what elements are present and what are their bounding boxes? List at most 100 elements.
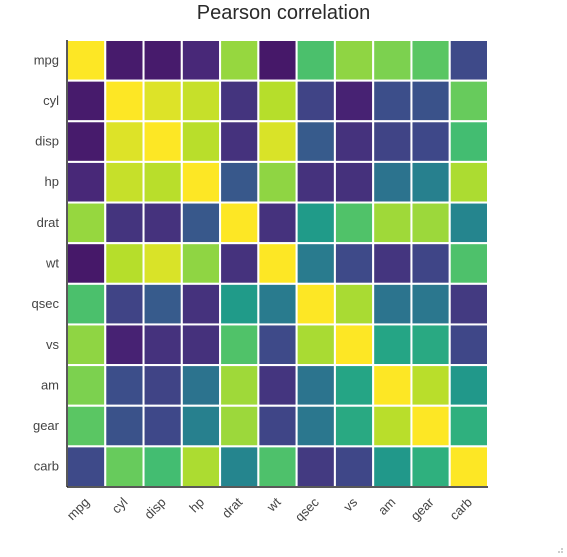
- heatmap-cell-gear-hp[interactable]: [180, 404, 222, 448]
- heatmap-cell-drat-wt[interactable]: [257, 201, 298, 245]
- heatmap-cell-mpg-qsec[interactable]: [295, 39, 336, 82]
- heatmap-cell-am-disp[interactable]: [142, 364, 183, 407]
- heatmap-cell-cyl-hp[interactable]: [180, 79, 222, 123]
- heatmap-cell-vs-qsec[interactable]: [295, 323, 336, 367]
- heatmap-cell-gear-am[interactable]: [372, 404, 413, 448]
- heatmap-cell-vs-mpg[interactable]: [66, 323, 107, 367]
- heatmap-cell-disp-gear[interactable]: [410, 120, 451, 163]
- heatmap-cell-drat-qsec[interactable]: [295, 201, 336, 245]
- heatmap-cell-am-vs[interactable]: [333, 364, 375, 407]
- heatmap-cell-drat-disp[interactable]: [142, 201, 183, 245]
- heatmap-cell-vs-vs[interactable]: [333, 323, 375, 367]
- heatmap-cell-vs-hp[interactable]: [180, 323, 222, 367]
- heatmap-cell-drat-carb[interactable]: [448, 201, 489, 245]
- heatmap-cell-cyl-qsec[interactable]: [295, 79, 336, 123]
- heatmap-cell-qsec-vs[interactable]: [333, 282, 375, 326]
- heatmap-cell-drat-gear[interactable]: [410, 201, 451, 245]
- heatmap-cell-disp-am[interactable]: [372, 120, 413, 163]
- heatmap-cell-disp-vs[interactable]: [333, 120, 375, 163]
- heatmap-cell-cyl-gear[interactable]: [410, 79, 451, 123]
- heatmap-cell-cyl-cyl[interactable]: [104, 79, 145, 123]
- heatmap-cell-wt-mpg[interactable]: [66, 242, 107, 285]
- heatmap-cell-am-drat[interactable]: [219, 364, 260, 407]
- heatmap-cell-drat-hp[interactable]: [180, 201, 222, 245]
- heatmap-cell-wt-carb[interactable]: [448, 242, 489, 285]
- heatmap-cell-mpg-cyl[interactable]: [104, 39, 145, 82]
- heatmap-cell-cyl-am[interactable]: [372, 79, 413, 123]
- heatmap-cell-qsec-disp[interactable]: [142, 282, 183, 326]
- heatmap-cell-am-mpg[interactable]: [66, 364, 107, 407]
- heatmap-cell-gear-vs[interactable]: [333, 404, 375, 448]
- heatmap-cell-vs-am[interactable]: [372, 323, 413, 367]
- heatmap-cell-mpg-disp[interactable]: [142, 39, 183, 82]
- heatmap-cell-qsec-cyl[interactable]: [104, 282, 145, 326]
- heatmap-cell-qsec-carb[interactable]: [448, 282, 489, 326]
- heatmap-cell-disp-qsec[interactable]: [295, 120, 336, 163]
- heatmap-cell-carb-gear[interactable]: [410, 445, 451, 489]
- heatmap-cell-hp-disp[interactable]: [142, 160, 183, 204]
- heatmap-cell-disp-cyl[interactable]: [104, 120, 145, 163]
- heatmap-cell-drat-am[interactable]: [372, 201, 413, 245]
- heatmap-cell-disp-hp[interactable]: [180, 120, 222, 163]
- heatmap-cell-hp-cyl[interactable]: [104, 160, 145, 204]
- heatmap-cell-vs-cyl[interactable]: [104, 323, 145, 367]
- heatmap-cell-cyl-mpg[interactable]: [66, 79, 107, 123]
- heatmap-cell-carb-wt[interactable]: [257, 445, 298, 489]
- heatmap-cell-carb-drat[interactable]: [219, 445, 260, 489]
- heatmap-cell-vs-gear[interactable]: [410, 323, 451, 367]
- heatmap-cell-mpg-carb[interactable]: [448, 39, 489, 82]
- heatmap-cell-vs-drat[interactable]: [219, 323, 260, 367]
- heatmap-cell-vs-wt[interactable]: [257, 323, 298, 367]
- heatmap-cell-hp-hp[interactable]: [180, 160, 222, 204]
- heatmap-cell-wt-qsec[interactable]: [295, 242, 336, 285]
- heatmap-cell-hp-qsec[interactable]: [295, 160, 336, 204]
- heatmap-cell-disp-wt[interactable]: [257, 120, 298, 163]
- heatmap-cell-am-carb[interactable]: [448, 364, 489, 407]
- heatmap-cell-drat-cyl[interactable]: [104, 201, 145, 245]
- heatmap-cell-gear-mpg[interactable]: [66, 404, 107, 448]
- heatmap-cell-gear-disp[interactable]: [142, 404, 183, 448]
- heatmap-cell-mpg-hp[interactable]: [180, 39, 222, 82]
- heatmap-cell-am-gear[interactable]: [410, 364, 451, 407]
- heatmap-cell-gear-wt[interactable]: [257, 404, 298, 448]
- heatmap-cell-cyl-carb[interactable]: [448, 79, 489, 123]
- heatmap-cell-am-wt[interactable]: [257, 364, 298, 407]
- heatmap-cell-hp-vs[interactable]: [333, 160, 375, 204]
- heatmap-cell-qsec-am[interactable]: [372, 282, 413, 326]
- heatmap-cell-wt-wt[interactable]: [257, 242, 298, 285]
- heatmap-cell-vs-disp[interactable]: [142, 323, 183, 367]
- heatmap-cell-carb-hp[interactable]: [180, 445, 222, 489]
- heatmap-cell-mpg-wt[interactable]: [257, 39, 298, 82]
- heatmap-cell-disp-carb[interactable]: [448, 120, 489, 163]
- heatmap-cell-gear-gear[interactable]: [410, 404, 451, 448]
- heatmap-cell-disp-disp[interactable]: [142, 120, 183, 163]
- heatmap-cell-hp-gear[interactable]: [410, 160, 451, 204]
- heatmap-cell-am-qsec[interactable]: [295, 364, 336, 407]
- resize-grip-icon[interactable]: [554, 544, 564, 554]
- heatmap-cell-wt-hp[interactable]: [180, 242, 222, 285]
- heatmap-cell-wt-gear[interactable]: [410, 242, 451, 285]
- heatmap-cell-hp-carb[interactable]: [448, 160, 489, 204]
- heatmap-cell-cyl-disp[interactable]: [142, 79, 183, 123]
- heatmap-cell-carb-vs[interactable]: [333, 445, 375, 489]
- heatmap-cell-qsec-qsec[interactable]: [295, 282, 336, 326]
- heatmap-cell-wt-vs[interactable]: [333, 242, 375, 285]
- heatmap-cell-gear-qsec[interactable]: [295, 404, 336, 448]
- heatmap-cell-wt-drat[interactable]: [219, 242, 260, 285]
- heatmap-cell-mpg-mpg[interactable]: [66, 39, 107, 82]
- heatmap-cell-carb-disp[interactable]: [142, 445, 183, 489]
- heatmap-cell-mpg-gear[interactable]: [410, 39, 451, 82]
- heatmap-cell-mpg-am[interactable]: [372, 39, 413, 82]
- heatmap-cell-carb-cyl[interactable]: [104, 445, 145, 489]
- heatmap-cell-vs-carb[interactable]: [448, 323, 489, 367]
- heatmap-cell-hp-wt[interactable]: [257, 160, 298, 204]
- heatmap-cell-am-hp[interactable]: [180, 364, 222, 407]
- heatmap-cell-hp-mpg[interactable]: [66, 160, 107, 204]
- heatmap-cell-disp-mpg[interactable]: [66, 120, 107, 163]
- heatmap-cell-drat-mpg[interactable]: [66, 201, 107, 245]
- heatmap-cell-carb-mpg[interactable]: [66, 445, 107, 489]
- heatmap-cell-am-am[interactable]: [372, 364, 413, 407]
- heatmap-cell-gear-cyl[interactable]: [104, 404, 145, 448]
- heatmap-cell-carb-qsec[interactable]: [295, 445, 336, 489]
- heatmap-cell-disp-drat[interactable]: [219, 120, 260, 163]
